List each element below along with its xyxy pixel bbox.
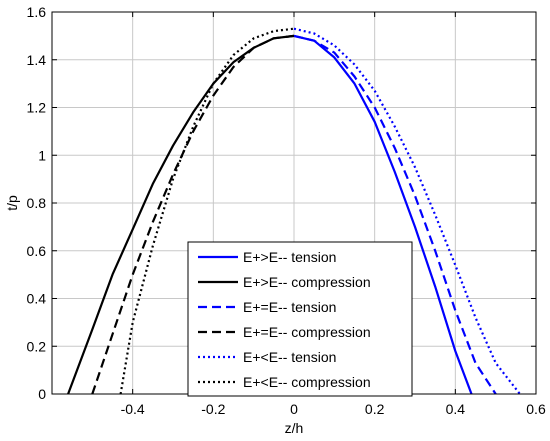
legend-label: E+=E-- compression	[243, 324, 371, 340]
y-axis-label: t/p	[4, 195, 20, 211]
x-tick-labels: -0.4 -0.2 0 0.2 0.4 0.6	[121, 401, 546, 417]
y-tick-label: 0.6	[27, 243, 47, 259]
x-tick-label: 0	[290, 401, 298, 417]
y-tick-label: 1	[38, 147, 46, 163]
series-line	[67, 34, 295, 395]
legend: E+>E-- tension E+>E-- compression E+=E-- t…	[187, 241, 413, 397]
legend-label: E+=E-- tension	[243, 299, 336, 315]
series-line	[91, 34, 295, 395]
y-tick-label: 0.2	[27, 338, 47, 354]
x-tick-label: 0.4	[446, 401, 466, 417]
y-tick-label: 1.2	[27, 100, 47, 116]
y-tick-labels: 0 0.2 0.4 0.6 0.8 1 1.2 1.4 1.6	[27, 4, 47, 402]
legend-label: E+<E-- compression	[243, 374, 371, 390]
y-tick-label: 1.6	[27, 4, 47, 20]
y-tick-label: 1.4	[27, 52, 47, 68]
y-tick-label: 0.4	[27, 291, 47, 307]
x-tick-label: -0.4	[121, 401, 145, 417]
series-line	[293, 34, 473, 395]
x-tick-label: -0.2	[201, 401, 225, 417]
x-tick-label: 0.6	[526, 401, 546, 417]
x-tick-label: 0.2	[365, 401, 385, 417]
legend-box	[187, 241, 413, 397]
series-layer	[67, 27, 521, 395]
series-line	[293, 34, 497, 395]
legend-label: E+<E-- tension	[243, 349, 336, 365]
y-tick-label: 0.8	[27, 195, 47, 211]
legend-label: E+>E-- compression	[243, 274, 371, 290]
series-line	[119, 27, 295, 395]
y-tick-label: 0	[38, 386, 46, 402]
legend-label: E+>E-- tension	[243, 249, 336, 265]
series-line	[293, 27, 521, 395]
x-axis-label: z/h	[285, 420, 304, 436]
